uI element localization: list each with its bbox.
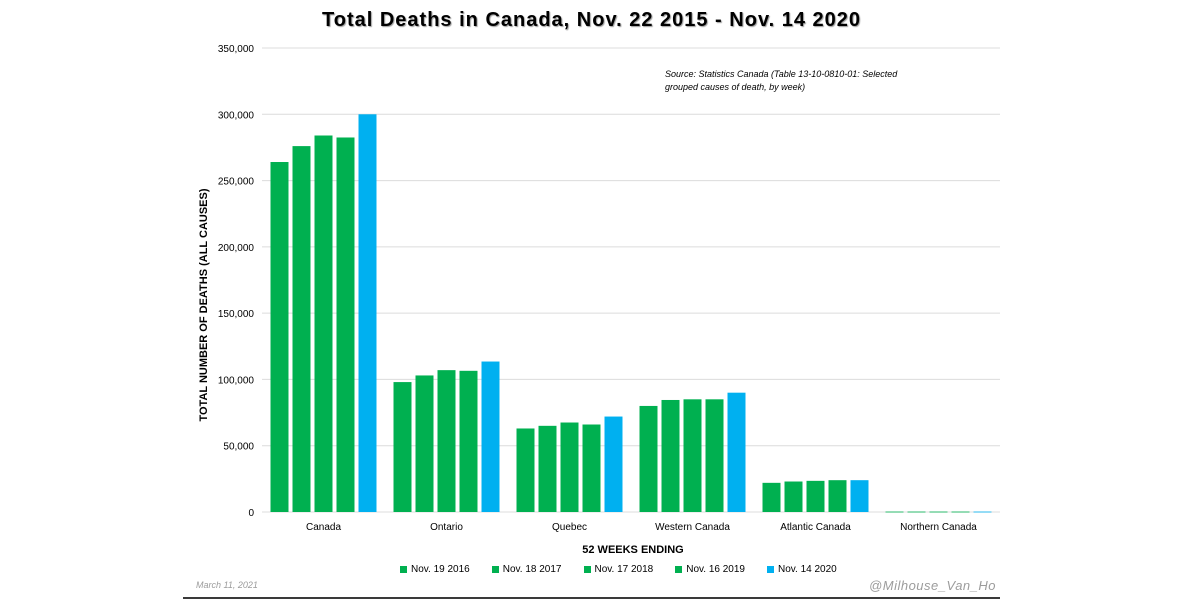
- legend-swatch: [400, 565, 407, 573]
- legend-swatch: [491, 565, 499, 573]
- y-tick-label: 350,000: [218, 44, 255, 55]
- legend-item: Nov. 19 2016: [400, 564, 470, 575]
- bar: [459, 370, 478, 512]
- x-axis-label: 52 WEEKS ENDING: [582, 544, 684, 556]
- bar: [784, 481, 803, 512]
- bar: [907, 511, 926, 513]
- bar: [437, 370, 456, 512]
- bar: [270, 162, 289, 513]
- bar: [828, 480, 847, 512]
- bottom-border: [183, 597, 1000, 599]
- y-tick-label: 200,000: [218, 243, 255, 254]
- bar: [951, 511, 970, 513]
- bars: [270, 114, 992, 513]
- bar: [705, 399, 724, 512]
- x-tick-label: Quebec: [552, 522, 587, 533]
- bar: [358, 114, 377, 513]
- legend-item: Nov. 16 2019: [675, 564, 745, 575]
- gridlines: [262, 47, 1000, 513]
- y-tick-label: 50,000: [223, 442, 254, 453]
- bar: [582, 424, 601, 512]
- y-tick-label: 300,000: [218, 110, 255, 121]
- legend-swatch: [583, 565, 591, 573]
- bar: [806, 480, 825, 512]
- bar: [292, 146, 311, 513]
- y-tick-label: 100,000: [218, 375, 255, 386]
- bar: [393, 382, 412, 512]
- footer-handle: @Milhouse_Van_Ho: [869, 578, 996, 593]
- x-tick-label: Ontario: [430, 522, 463, 533]
- y-tick-label: 150,000: [218, 309, 255, 320]
- bar: [639, 405, 658, 512]
- legend-item: Nov. 18 2017: [491, 563, 562, 575]
- bar: [683, 399, 702, 512]
- legend-label: Nov. 16 2019: [686, 563, 745, 575]
- footer-date: March 11, 2021: [196, 580, 258, 590]
- x-tick-label: Western Canada: [655, 522, 730, 533]
- legend-label: Nov. 18 2017: [502, 563, 562, 575]
- legend: Nov. 19 2016 Nov. 18 2017 Nov. 17 2018 Nov.…: [400, 562, 859, 576]
- y-axis-label: TOTAL NUMBER OF DEATHS (ALL CAUSES): [198, 188, 210, 422]
- y-tick-label: 250,000: [218, 177, 255, 188]
- bar: [336, 137, 355, 512]
- legend-item: Nov. 14 2020: [767, 564, 837, 575]
- legend-label: Nov. 19 2016: [411, 563, 470, 575]
- x-tick-label: Atlantic Canada: [780, 522, 851, 533]
- bar: [560, 422, 579, 512]
- bar: [415, 375, 434, 512]
- y-tick-label: 0: [248, 508, 254, 519]
- bar: [314, 135, 333, 513]
- chart-title: Total Deaths in Canada, Nov. 22 2015 - N…: [322, 9, 861, 31]
- bar: [929, 511, 948, 513]
- bar: [516, 428, 535, 512]
- bar: [661, 399, 680, 512]
- bar: [850, 480, 869, 512]
- bar: [481, 361, 500, 512]
- x-tick-label: Canada: [306, 522, 341, 533]
- bar: [727, 392, 746, 512]
- x-tick-labels: Canada Ontario Quebec Western Canada Atlanti…: [306, 522, 977, 533]
- legend-swatch: [767, 565, 774, 573]
- legend-item: Nov. 17 2018: [583, 563, 654, 575]
- legend-label: Nov. 14 2020: [778, 563, 837, 575]
- y-tick-labels: 0 50,000 100,000 150,000 200,000 250,000 300,0…: [218, 44, 255, 519]
- x-tick-label: Northern Canada: [900, 522, 977, 533]
- source-annotation: Source: Statistics Canada (Table 13-10-0…: [665, 69, 898, 92]
- bar: [762, 482, 781, 512]
- legend-label: Nov. 17 2018: [594, 563, 654, 575]
- bar: [604, 416, 623, 512]
- bar: [885, 511, 904, 513]
- bar: [538, 425, 557, 512]
- legend-swatch: [675, 565, 683, 573]
- bar: [973, 511, 992, 513]
